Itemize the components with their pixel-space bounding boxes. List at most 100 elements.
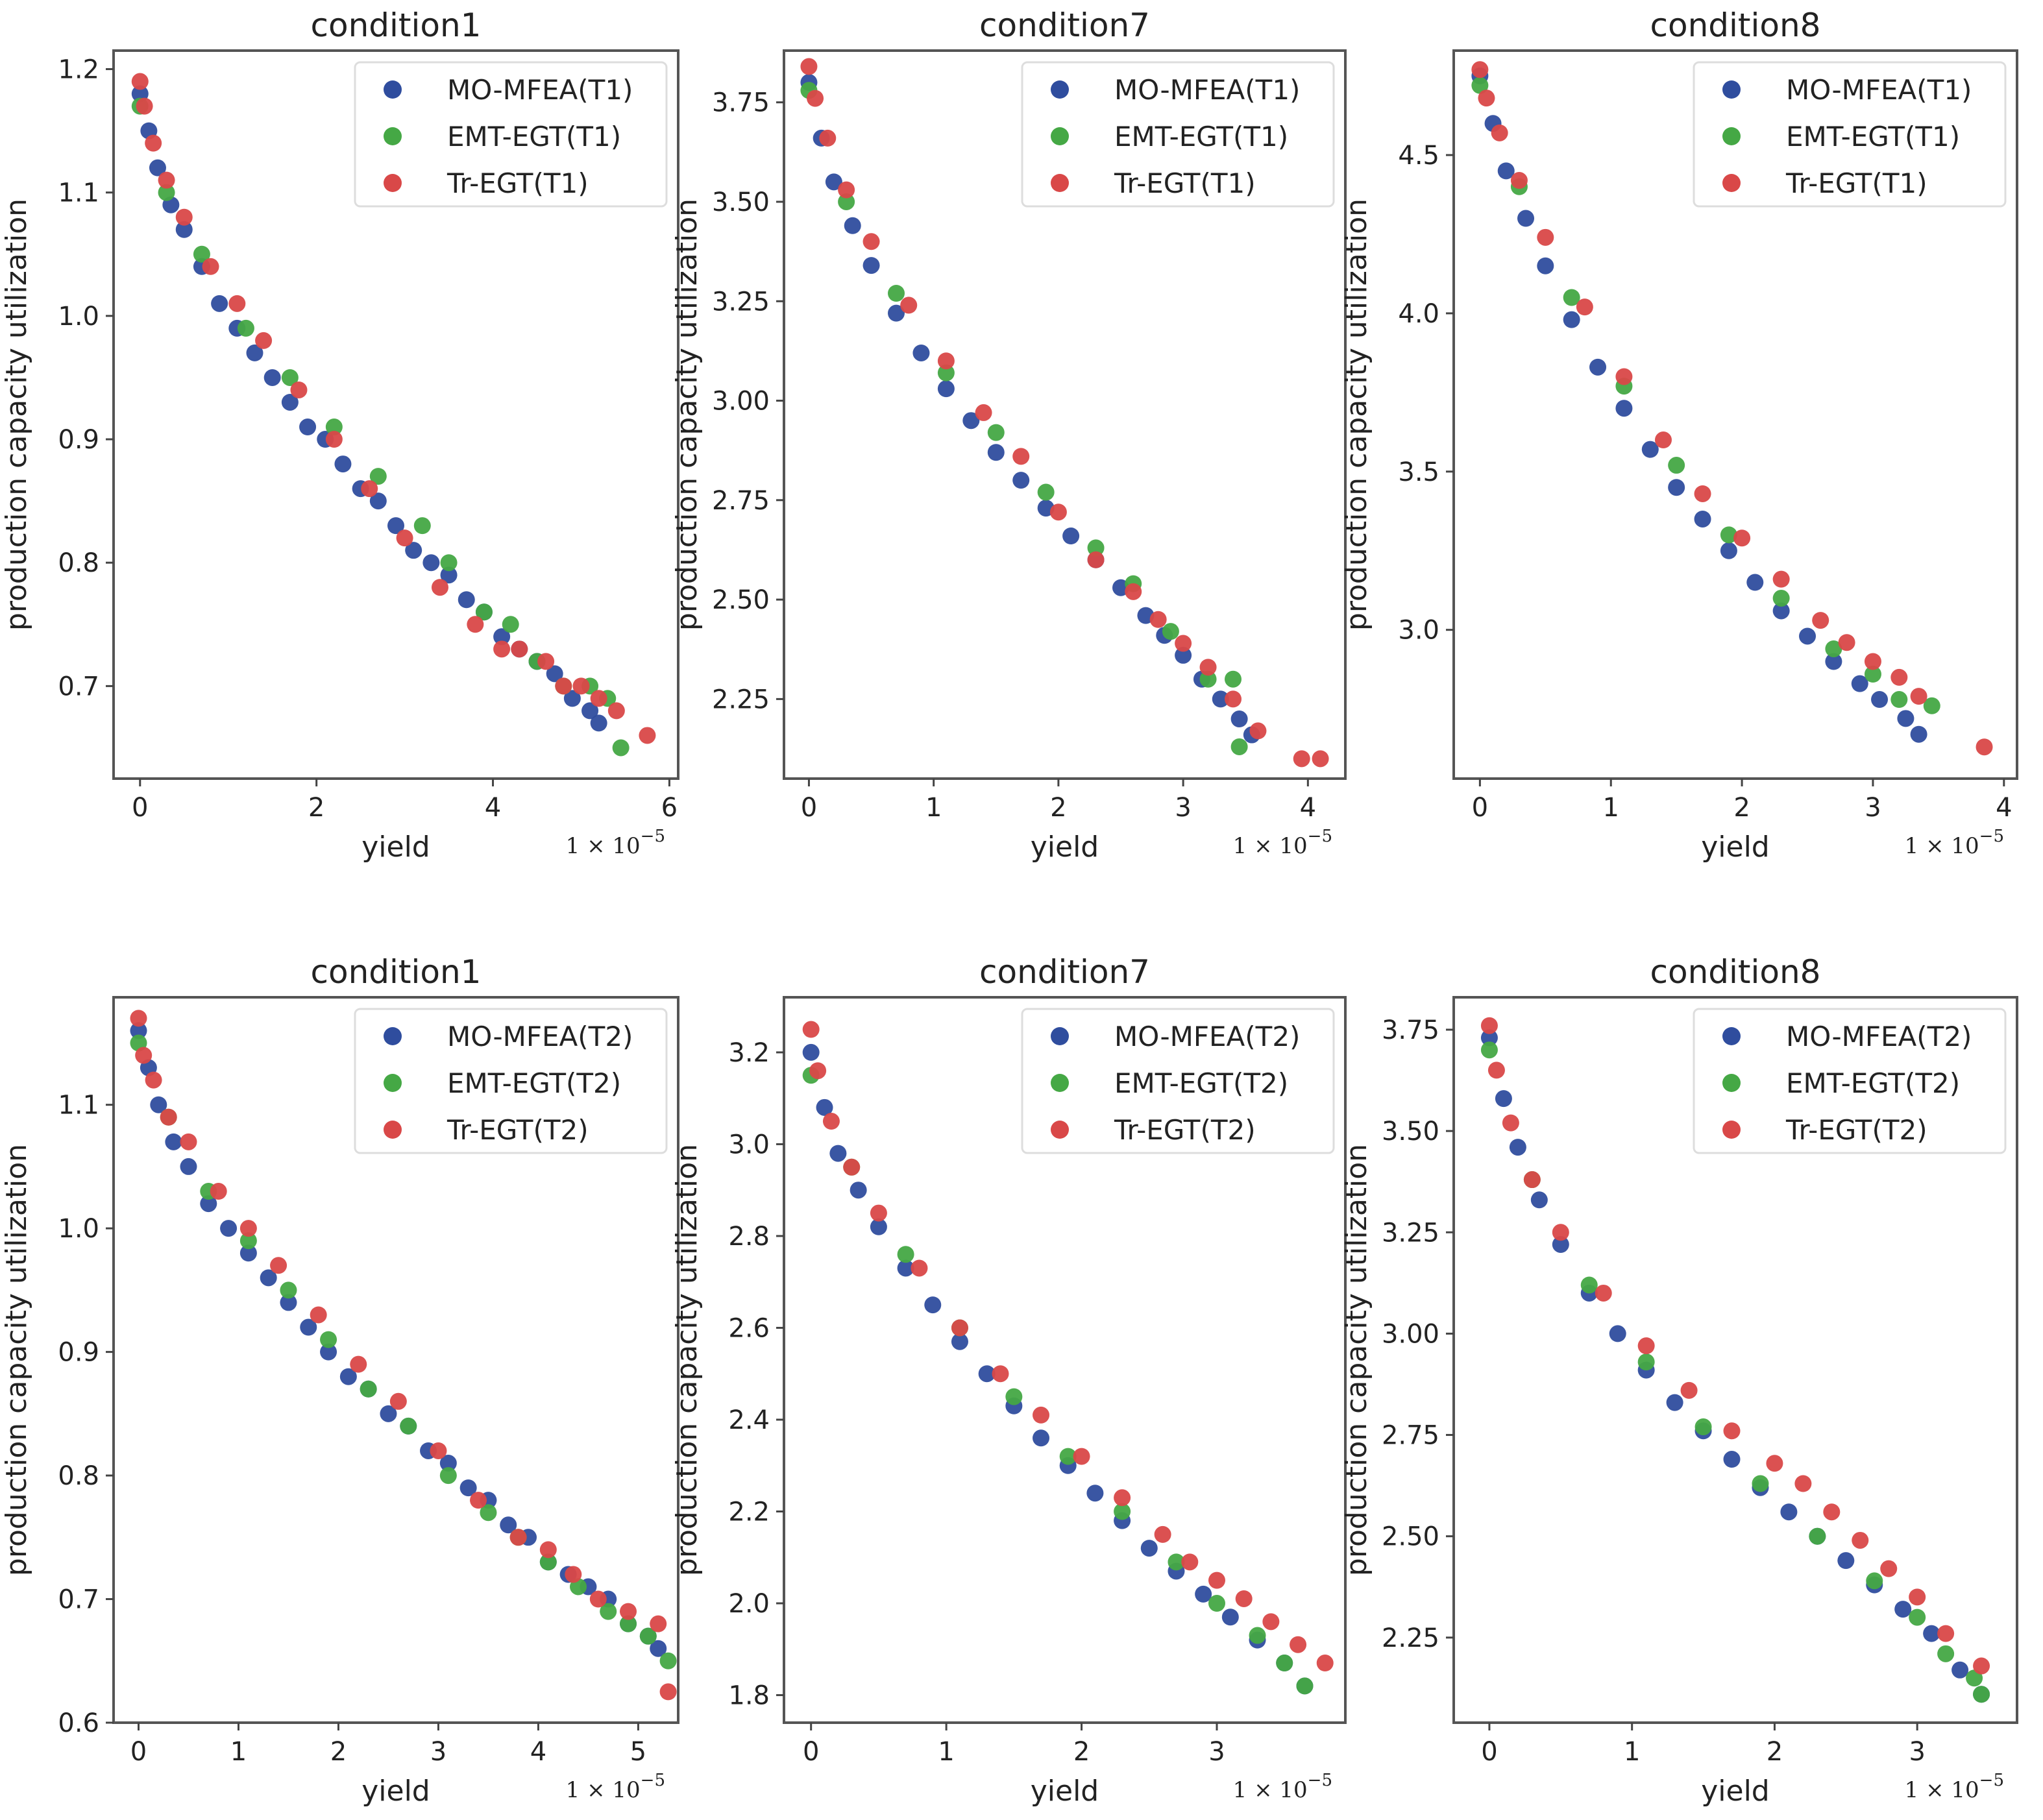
offset-exponent: −5 (641, 1771, 665, 1790)
point-tr-egt (951, 1319, 968, 1337)
x-offset-text: 1 × 10−5 (1233, 827, 1332, 859)
point-mo-mfea (300, 1318, 317, 1336)
point-tr-egt (1087, 551, 1105, 568)
panel-3: condition8 0 1 2 3 4 3.0 3.5 4.0 4.5 yield 1 × 10−5… (1340, 6, 2018, 864)
point-tr-egt (310, 1306, 327, 1324)
point-mo-mfea (581, 702, 599, 720)
legend-label: EMT-EGT(T1) (447, 121, 621, 152)
point-mo-mfea (1837, 1552, 1855, 1570)
point-mo-mfea (825, 173, 842, 191)
y-tick-label: 2.75 (1382, 1421, 1439, 1451)
point-mo-mfea (263, 369, 281, 386)
data-points (130, 1010, 677, 1701)
legend-label: EMT-EGT(T2) (447, 1067, 621, 1099)
x-tick-label: 0 (1472, 793, 1488, 823)
y-tick-label: 1.0 (58, 302, 99, 332)
y-tick-label: 2.25 (1382, 1623, 1439, 1653)
legend (1021, 61, 1335, 208)
point-tr-egt (202, 258, 219, 275)
point-mo-mfea (1530, 1191, 1548, 1209)
point-mo-mfea (180, 1158, 197, 1175)
y-axis-label: production capacity utilization (670, 199, 703, 631)
point-mo-mfea (281, 393, 299, 411)
point-tr-egt (911, 1259, 928, 1277)
point-tr-egt (620, 1603, 637, 1620)
point-emt-egt (413, 517, 431, 535)
y-tick-label: 3.2 (728, 1038, 770, 1068)
point-mo-mfea (850, 1182, 867, 1199)
point-tr-egt (389, 1392, 407, 1410)
offset-base: 1 × 10 (1233, 833, 1308, 859)
point-emt-egt (1199, 670, 1217, 688)
point-mo-mfea (175, 221, 193, 238)
point-mo-mfea (439, 1455, 457, 1472)
x-offset-text: 1 × 10−5 (1905, 1771, 2004, 1803)
point-mo-mfea (829, 1145, 847, 1162)
point-mo-mfea (150, 1096, 167, 1113)
point-tr-egt (180, 1133, 197, 1150)
point-tr-egt (1225, 690, 1242, 708)
legend-label: MO-MFEA(T2) (447, 1021, 633, 1052)
point-tr-egt (900, 297, 918, 314)
point-emt-egt (1772, 589, 1790, 607)
point-tr-egt (1249, 722, 1267, 740)
legend (354, 1008, 668, 1154)
x-tick-label: 1 (230, 1737, 247, 1767)
legend-marker (1051, 1027, 1069, 1045)
point-mo-mfea (870, 1218, 887, 1235)
y-tick-label: 0.9 (58, 1338, 99, 1368)
point-emt-egt (1114, 1503, 1131, 1520)
x-offset-text: 1 × 10−5 (1233, 1771, 1332, 1803)
panel-2: condition7 0 1 2 3 4 2.25 2.50 2.75 3.00 3.25 3.50 3… (670, 6, 1347, 864)
point-emt-egt (1249, 1627, 1266, 1644)
y-axis-label: production capacity utilization (0, 1144, 33, 1576)
point-tr-egt (1262, 1613, 1280, 1631)
point-tr-egt (1149, 611, 1167, 628)
point-tr-egt (136, 97, 153, 115)
point-mo-mfea (1851, 675, 1868, 692)
offset-exponent: −5 (1308, 827, 1332, 846)
point-tr-egt (572, 677, 590, 695)
point-tr-egt (1910, 688, 1927, 705)
point-mo-mfea (1517, 210, 1535, 227)
point-tr-egt (590, 690, 607, 707)
x-tick-label: 2 (1050, 793, 1066, 823)
point-tr-egt (822, 1113, 840, 1130)
y-tick-label: 3.75 (712, 88, 770, 118)
point-tr-egt (158, 171, 175, 189)
point-tr-egt (589, 1590, 607, 1608)
point-tr-egt (1502, 1114, 1519, 1132)
legend-marker (1722, 80, 1741, 99)
x-axis-label: yield (361, 831, 430, 864)
x-tick-label: 4 (1996, 793, 2012, 823)
point-tr-egt (1766, 1455, 1783, 1472)
point-tr-egt (1937, 1625, 1955, 1642)
point-tr-egt (1552, 1224, 1569, 1241)
x-axis-label: yield (1701, 1775, 1770, 1808)
legend-marker (384, 127, 402, 145)
x-tick-label: 0 (801, 793, 817, 823)
point-mo-mfea (493, 628, 511, 646)
point-tr-egt (145, 134, 162, 152)
point-tr-egt (650, 1615, 667, 1632)
panel-1: condition1 0 2 4 6 0.7 0.8 0.9 1.0 1.1 1.2 yield 1 ×… (0, 6, 679, 864)
point-mo-mfea (1221, 1608, 1239, 1626)
point-emt-egt (193, 245, 210, 263)
point-mo-mfea (320, 1343, 337, 1361)
plot-frame (783, 996, 1347, 1724)
point-emt-egt (360, 1380, 377, 1398)
point-emt-egt (480, 1504, 497, 1522)
point-mo-mfea (1537, 257, 1554, 274)
point-tr-egt (1909, 1588, 1926, 1606)
point-mo-mfea (1825, 653, 1842, 670)
point-emt-egt (1909, 1608, 1926, 1626)
y-tick-label: 3.5 (1398, 457, 1439, 487)
point-emt-egt (440, 554, 458, 572)
point-tr-egt (228, 295, 246, 312)
y-tick-label: 2.2 (728, 1498, 770, 1527)
y-axis-label: production capacity utilization (1340, 1144, 1373, 1576)
point-tr-egt (1491, 124, 1508, 141)
point-mo-mfea (897, 1259, 914, 1277)
data-points (800, 58, 1329, 768)
y-tick-label: 2.4 (728, 1405, 770, 1435)
